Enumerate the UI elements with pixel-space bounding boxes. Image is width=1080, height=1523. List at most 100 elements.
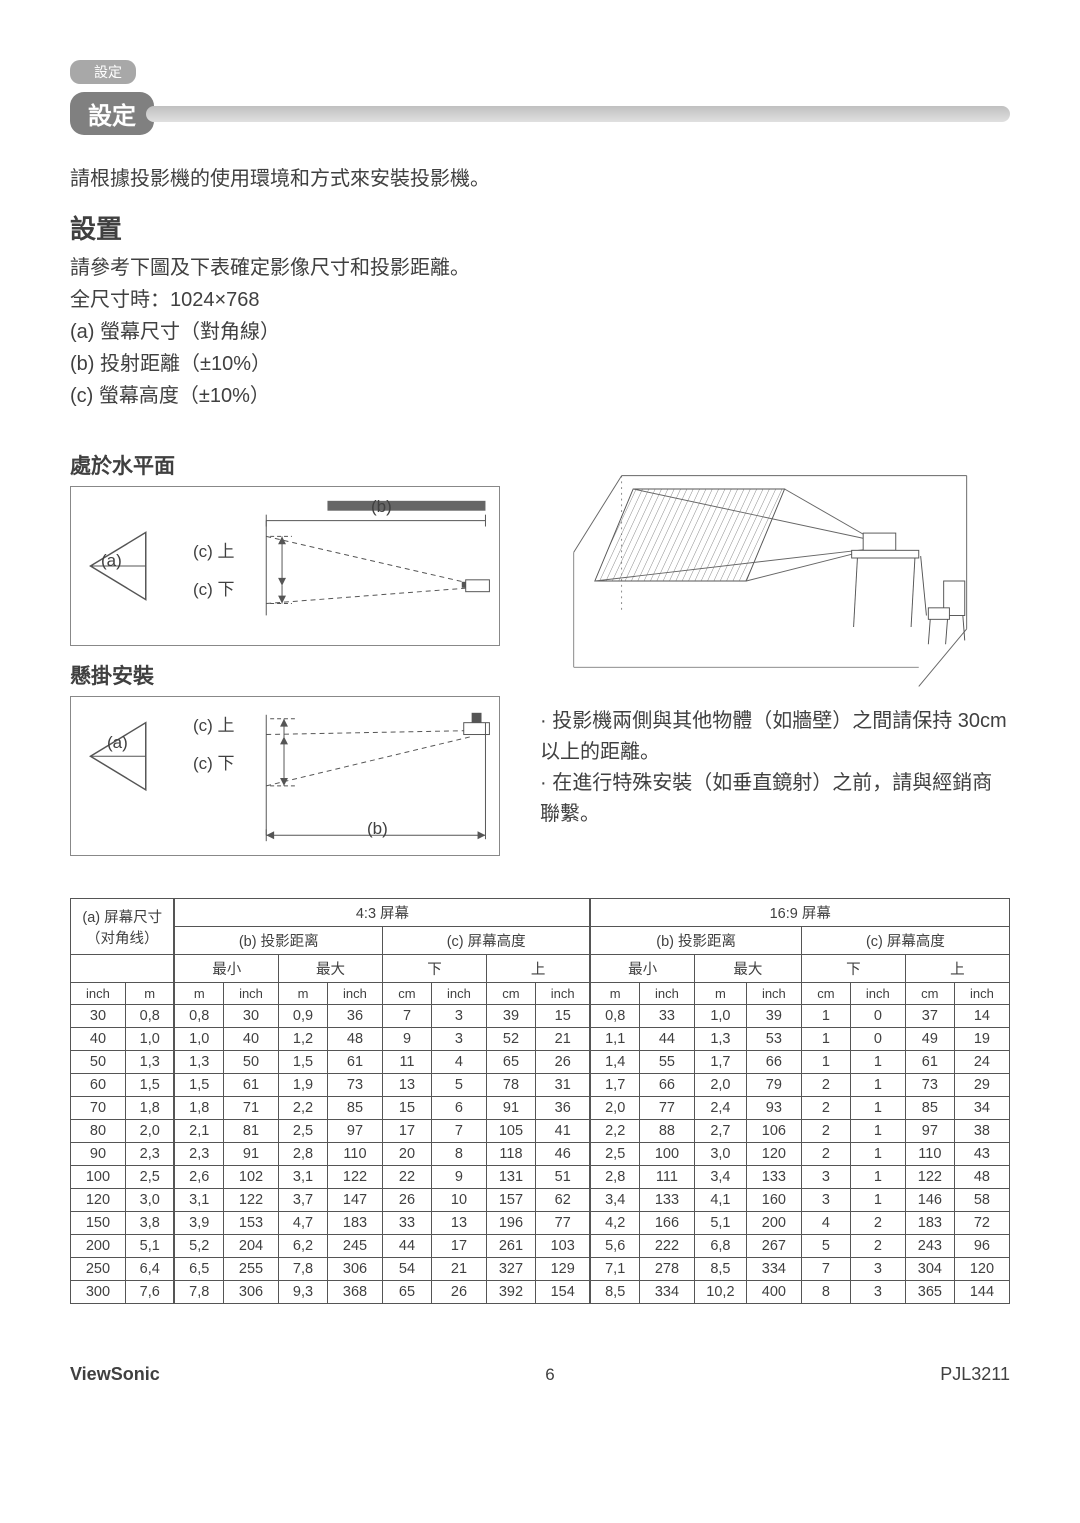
cell: 61 (328, 1051, 383, 1074)
cell: 50 (71, 1051, 126, 1074)
cell: 0,8 (125, 1005, 174, 1028)
cell: 3,4 (694, 1166, 746, 1189)
cell: 51 (535, 1166, 590, 1189)
cell: 70 (71, 1097, 126, 1120)
cell: 0,8 (590, 1005, 639, 1028)
section-pill: 設定 (70, 92, 154, 135)
cell: 90 (71, 1143, 126, 1166)
table-row: 2005,15,22046,224544172611035,62226,8267… (71, 1235, 1010, 1258)
cell: 105 (486, 1120, 535, 1143)
cell: 0,8 (174, 1005, 223, 1028)
cell: 3 (850, 1258, 905, 1281)
cell: 26 (432, 1281, 487, 1304)
cell: 73 (905, 1074, 954, 1097)
cell: 62 (535, 1189, 590, 1212)
cell: 3,4 (590, 1189, 639, 1212)
cell: 1,5 (174, 1074, 223, 1097)
cell: 122 (224, 1189, 279, 1212)
th-min2: 最小 (590, 955, 694, 983)
cell: 5 (801, 1235, 850, 1258)
cell: 50 (224, 1051, 279, 1074)
cell: 3,7 (278, 1189, 327, 1212)
cell: 11 (382, 1051, 431, 1074)
cell: 40 (224, 1028, 279, 1051)
cell: 29 (954, 1074, 1009, 1097)
cell: 2,5 (125, 1166, 174, 1189)
cell: 2,5 (590, 1143, 639, 1166)
cell: 3 (801, 1189, 850, 1212)
cell: 2,0 (694, 1074, 746, 1097)
cell: 147 (328, 1189, 383, 1212)
cell: 122 (905, 1166, 954, 1189)
cell: 13 (432, 1212, 487, 1235)
cell: 15 (382, 1097, 431, 1120)
setup-line1: 請參考下圖及下表確定影像尺寸和投影距離。 (70, 252, 1010, 284)
cell: 2,5 (278, 1120, 327, 1143)
setup-line2: 全尺寸時：1024×768 (70, 284, 1010, 316)
cell: 150 (71, 1212, 126, 1235)
u: inch (639, 983, 694, 1005)
left-diagrams: 處於水平面 (70, 436, 500, 868)
cell: 3,0 (694, 1143, 746, 1166)
th-dn2: 下 (801, 955, 905, 983)
cell: 4,2 (590, 1212, 639, 1235)
cell: 3,9 (174, 1212, 223, 1235)
cell: 20 (382, 1143, 431, 1166)
cell: 33 (639, 1005, 694, 1028)
table-row: 1002,52,61023,1122229131512,81113,413331… (71, 1166, 1010, 1189)
cell: 1,5 (125, 1074, 174, 1097)
cell: 1,3 (125, 1051, 174, 1074)
u: m (278, 983, 327, 1005)
cell: 154 (535, 1281, 590, 1304)
cell: 222 (639, 1235, 694, 1258)
setup-title: 設置 (70, 209, 1010, 246)
table-row-h3: 最小 最大 下 上 最小 最大 下 上 (71, 955, 1010, 983)
cell: 183 (905, 1212, 954, 1235)
cell: 7,1 (590, 1258, 639, 1281)
cell: 2,2 (590, 1120, 639, 1143)
cell: 2 (801, 1120, 850, 1143)
cell: 3,1 (174, 1189, 223, 1212)
hanging-diagram: (a) (c) 上 (c) 下 (b) (70, 696, 500, 856)
cell: 26 (535, 1051, 590, 1074)
cell: 1 (801, 1005, 850, 1028)
th-b1: (b) 投影距离 (174, 927, 382, 955)
cell: 2,2 (278, 1097, 327, 1120)
table-row-units: inch m m inch m inch cm inch cm inch m i… (71, 983, 1010, 1005)
th-b2: (b) 投影距离 (590, 927, 801, 955)
cell: 2 (801, 1074, 850, 1097)
cell: 4 (801, 1212, 850, 1235)
th-c1: (c) 屏幕高度 (382, 927, 590, 955)
footer-brand: ViewSonic (70, 1364, 160, 1385)
cell: 334 (639, 1281, 694, 1304)
cell: 65 (486, 1051, 535, 1074)
cell: 0 (850, 1028, 905, 1051)
th-dn1: 下 (382, 955, 486, 983)
cell: 39 (746, 1005, 801, 1028)
cell: 5,1 (694, 1212, 746, 1235)
cell: 2,3 (125, 1143, 174, 1166)
cell: 77 (535, 1212, 590, 1235)
intro-text: 請根據投影機的使用環境和方式來安裝投影機。 (70, 163, 1010, 195)
cell: 8 (801, 1281, 850, 1304)
h-lbl-cd: (c) 下 (193, 575, 235, 600)
cell: 58 (954, 1189, 1009, 1212)
cell: 129 (535, 1258, 590, 1281)
cell: 3,8 (125, 1212, 174, 1235)
cell: 8,5 (694, 1258, 746, 1281)
cell: 55 (639, 1051, 694, 1074)
u: m (590, 983, 639, 1005)
cell: 146 (905, 1189, 954, 1212)
cell: 1 (850, 1120, 905, 1143)
cell: 13 (382, 1074, 431, 1097)
header-rule (146, 106, 1010, 122)
cell: 17 (432, 1235, 487, 1258)
cell: 1,7 (694, 1051, 746, 1074)
cell: 1,9 (278, 1074, 327, 1097)
th-min1: 最小 (174, 955, 278, 983)
cell: 1 (850, 1097, 905, 1120)
cell: 183 (328, 1212, 383, 1235)
th-up2: 上 (905, 955, 1009, 983)
cell: 46 (535, 1143, 590, 1166)
cell: 88 (639, 1120, 694, 1143)
